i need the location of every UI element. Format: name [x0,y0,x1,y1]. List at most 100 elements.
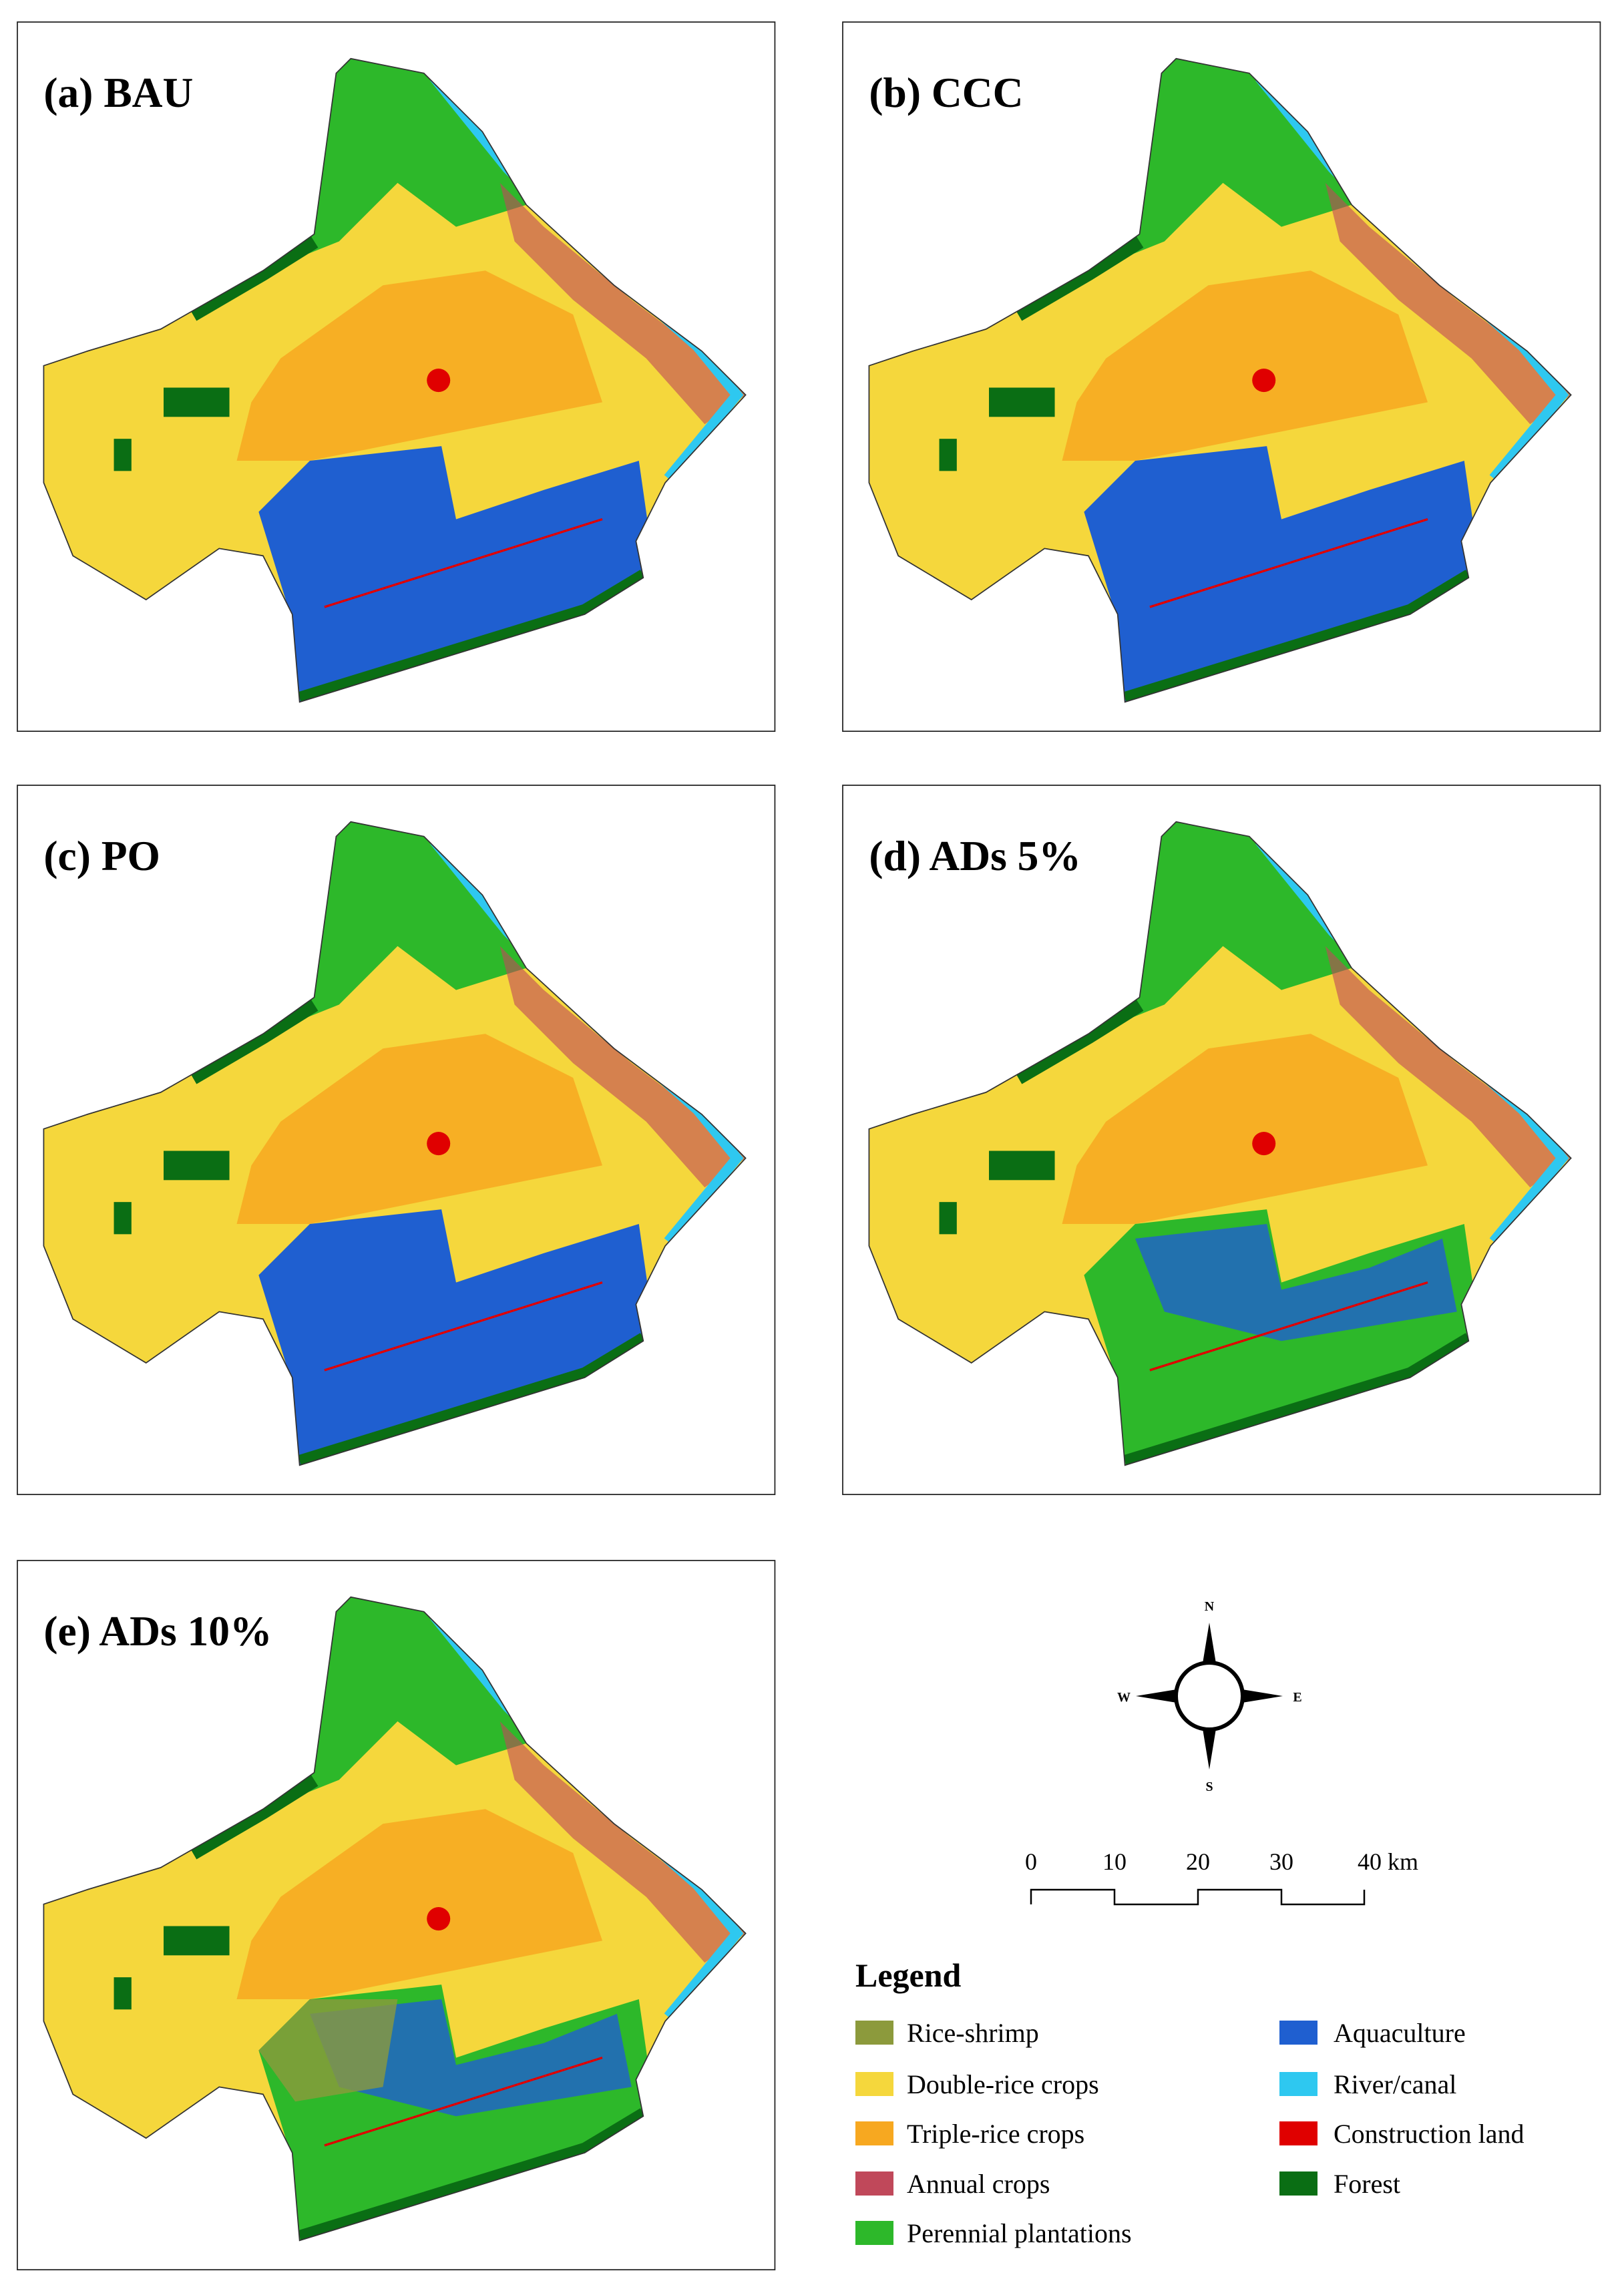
coast [298,570,646,702]
compass-label: W [1117,1690,1131,1705]
region [1062,1034,1428,1224]
road [324,518,603,608]
coast [298,1333,646,1466]
compass-ring [1174,1661,1245,1731]
region [192,58,527,308]
map-panel: (e) ADs 10% [17,1560,776,2271]
region [192,821,527,1071]
region [1325,182,1571,425]
forest [989,1151,1055,1181]
city [1252,369,1276,393]
map-outline [868,821,1572,1466]
coast [1123,1333,1472,1466]
region [258,1999,398,2102]
forest [989,387,1055,417]
compass-label: E [1293,1690,1301,1705]
region [499,946,746,1188]
region [1325,946,1571,1188]
panel-title: (c) PO [43,832,160,879]
scale-label: 0 [1025,1848,1037,1875]
forest [114,1977,132,2010]
map-outline [868,57,1572,703]
region [236,1034,602,1224]
north-band [189,998,319,1084]
region [236,270,602,461]
map-outline [43,1596,747,2242]
road [1149,1281,1428,1372]
panel-title: (a) BAU [43,69,193,116]
legend-swatch [855,2171,893,2196]
legend-swatch [1279,2171,1317,2196]
forest [164,387,230,417]
region [1018,58,1352,308]
map-outline [43,821,747,1466]
region [192,1597,527,1846]
road [1149,518,1428,608]
legend-swatch [1279,2072,1317,2096]
compass-label: S [1205,1780,1213,1794]
region [1084,446,1479,702]
city [427,369,451,393]
road [324,2057,603,2147]
legend-swatch [855,2072,893,2096]
map-panel: (d) ADs 5% [842,785,1601,1496]
map-panel: (a) BAU [17,21,776,733]
region [1062,270,1428,461]
forest [114,1202,132,1235]
legend-swatch [855,2121,893,2145]
legend-swatch [855,2021,893,2045]
north-band [1014,998,1144,1084]
forest [939,439,957,471]
legend-label: Forest [1334,2169,1400,2199]
road [324,1281,603,1372]
legend-label: Annual crops [907,2169,1050,2199]
legend-label: Construction land [1334,2119,1525,2149]
map [869,821,1571,1466]
compass-label: N [1205,1599,1215,1614]
north-band [189,1774,319,1860]
north-band [1014,235,1144,321]
scale-label: 20 [1186,1848,1210,1875]
region [499,1721,746,1963]
map-outline [43,57,747,703]
city [427,1132,451,1156]
region [236,1809,602,1999]
legend-label: Rice-shrimp [907,2018,1039,2048]
legend-label: Aquaculture [1334,2018,1466,2048]
map [869,58,1571,702]
scale-bar [1030,1888,1366,1906]
legend-label: River/canal [1334,2069,1456,2099]
compass: N S W E [1117,1599,1302,1794]
region [499,182,746,425]
legend-swatch [855,2221,893,2245]
map-panel: (b) CCC [842,21,1601,733]
region [1135,1224,1457,1341]
region [258,1209,654,1466]
scale-label: 10 [1102,1848,1127,1875]
forest [114,439,132,471]
panel-title: (e) ADs 10% [43,1607,272,1655]
coast [1123,570,1472,702]
map-panel: (c) PO [17,785,776,1496]
legend-swatch [1279,2121,1317,2145]
region [1018,821,1352,1071]
north-band [189,235,319,321]
scale-label: 40 km [1358,1848,1418,1875]
legend-label: Perennial plantations [907,2218,1132,2248]
city [427,1907,451,1931]
legend-swatch [1279,2021,1317,2045]
map [43,821,746,1466]
legend-label: Double-rice crops [907,2069,1099,2099]
scale-label: 30 [1269,1848,1293,1875]
forest [939,1202,957,1235]
forest [164,1151,230,1181]
forest [164,1926,230,1956]
coast [298,2108,646,2241]
city [1252,1132,1276,1156]
region [258,446,654,702]
legend-label: Triple-rice crops [907,2119,1084,2149]
panel-title: (d) ADs 5% [869,832,1081,879]
panel-title: (b) CCC [869,69,1023,116]
legend-title: Legend [855,1956,962,1994]
